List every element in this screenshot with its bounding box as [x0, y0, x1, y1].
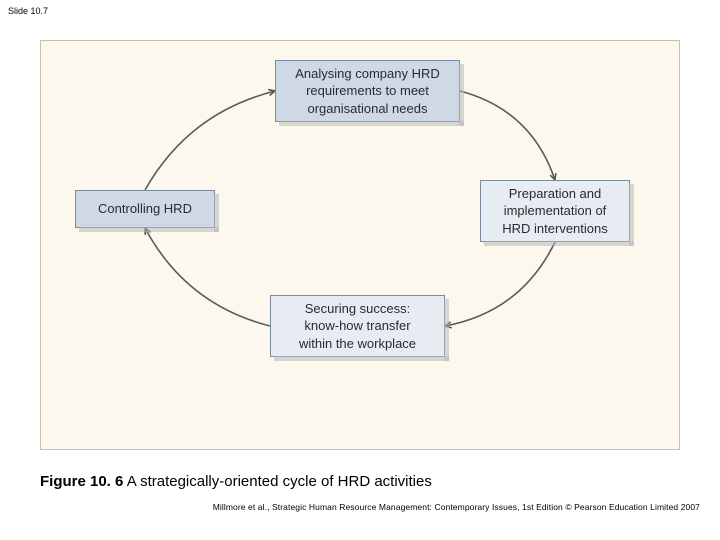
node-top: Analysing company HRDrequirements to mee…	[275, 60, 460, 122]
caption-label: Figure 10. 6	[40, 473, 123, 490]
figure-caption: Figure 10. 6 A strategically-oriented cy…	[40, 473, 432, 490]
node-right: Preparation andimplementation ofHRD inte…	[480, 180, 630, 242]
slide-number: Slide 10.7	[8, 6, 48, 16]
node-bottom: Securing success:know-how transferwithin…	[270, 295, 445, 357]
caption-text: A strategically-oriented cycle of HRD ac…	[127, 473, 432, 490]
credit-line: Millmore et al., Strategic Human Resourc…	[213, 502, 700, 512]
cycle-diagram: Analysing company HRDrequirements to mee…	[70, 60, 650, 380]
node-left: Controlling HRD	[75, 190, 215, 228]
